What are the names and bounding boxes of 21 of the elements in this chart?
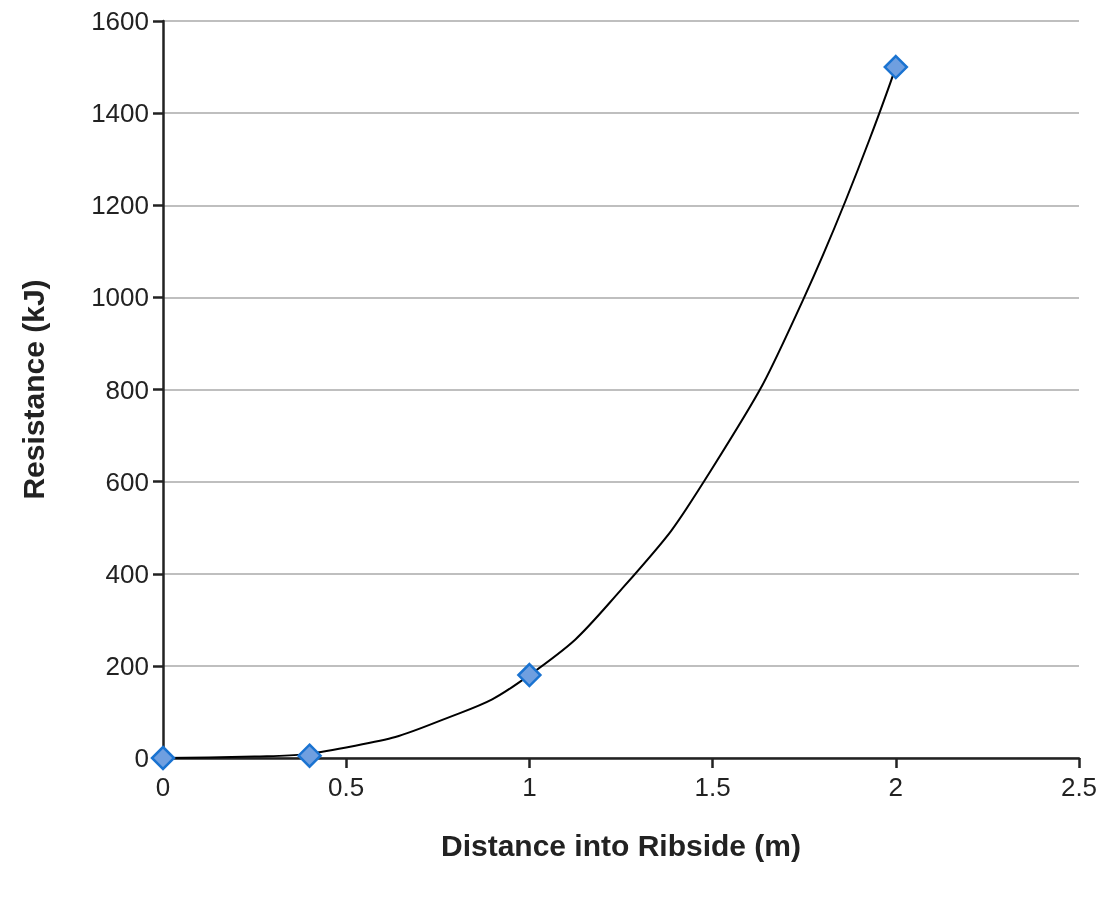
y-tick-label: 1000 <box>91 282 149 313</box>
x-tick-label: 0 <box>155 772 171 802</box>
point <box>883 54 909 80</box>
x-tick-label: 0.5 <box>328 772 365 802</box>
y-tick-label: 1600 <box>91 6 149 36</box>
y-tick-label: 1200 <box>91 190 149 221</box>
y-tick-label: 1400 <box>91 98 149 129</box>
x-tick-label: 2 <box>888 772 904 802</box>
point <box>150 745 176 771</box>
point <box>517 662 542 688</box>
x-tick-label: 2.5 <box>1060 772 1098 802</box>
y-axis-title: Resistance (kJ) <box>16 279 50 500</box>
y-tick-label: 400 <box>105 558 149 589</box>
y-tick-label: 800 <box>105 374 149 405</box>
x-tick-label: 1 <box>522 772 537 802</box>
point <box>297 743 322 768</box>
x-tick-label: 1.5 <box>694 772 731 802</box>
x-axis-title: Distance into Ribside (m) <box>440 828 802 862</box>
y-tick-label: 600 <box>105 466 149 497</box>
y-tick-label: 0 <box>134 743 149 773</box>
y-tick-label: 200 <box>105 650 149 681</box>
